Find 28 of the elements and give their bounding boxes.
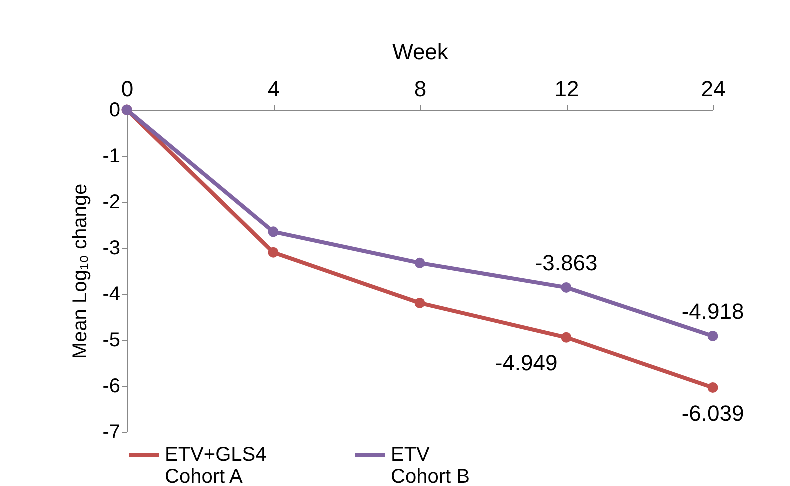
- y-tick-label: -1: [102, 146, 120, 168]
- point: [561, 282, 572, 293]
- y-tick-label: -3: [102, 238, 120, 260]
- y-tick-label: -2: [102, 192, 120, 214]
- x-tick-label: 24: [701, 76, 726, 102]
- y-tick-label: -4: [102, 284, 120, 306]
- y-tick-label: -5: [102, 330, 120, 352]
- point: [561, 332, 572, 343]
- data-label: -3.863: [535, 250, 598, 276]
- point: [414, 258, 426, 268]
- point: [708, 330, 718, 342]
- y-axis-title: Mean Log₁₀ change: [70, 184, 92, 360]
- legend-label: ETV+GLS4 Cohort A: [165, 444, 267, 486]
- legend-label: ETV Cohort B: [391, 444, 470, 486]
- data-label: -4.918: [682, 299, 744, 324]
- y-tick-label: -7: [102, 422, 120, 444]
- point: [708, 382, 718, 394]
- y-tick-label: 0: [109, 100, 120, 122]
- x-tick-label: 8: [414, 76, 427, 102]
- y-tick-label: -6: [102, 376, 120, 398]
- x-tick-label: 12: [554, 76, 580, 102]
- point: [268, 226, 279, 238]
- point: [414, 298, 426, 308]
- x-tick-label: 4: [268, 76, 280, 102]
- x-axis-title: Week: [392, 40, 450, 64]
- point: [268, 247, 279, 258]
- data-label: -4.949: [495, 350, 558, 376]
- data-label: -6.039: [682, 400, 744, 426]
